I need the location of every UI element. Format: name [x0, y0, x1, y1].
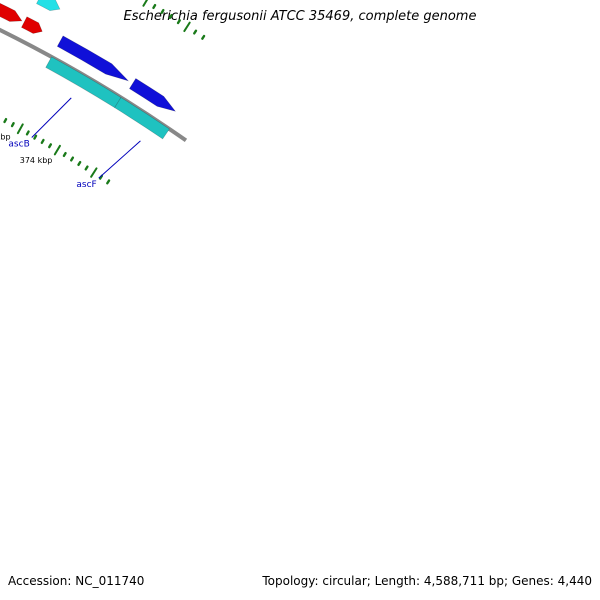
inner-tick — [70, 156, 75, 162]
inner-tick — [53, 144, 61, 156]
cds-feature[interactable] — [129, 78, 177, 112]
leader-line — [31, 97, 72, 138]
outer-tick — [201, 34, 206, 40]
inner-tick — [33, 134, 38, 140]
inner-tick — [48, 143, 53, 149]
feature-segment[interactable] — [114, 97, 170, 140]
inner-tick — [16, 123, 24, 135]
inner-tick — [40, 138, 45, 145]
inner-tick — [98, 174, 104, 180]
inner-tick — [62, 151, 67, 158]
leader-line — [98, 140, 141, 179]
inner-tick — [25, 130, 30, 136]
feature-segment[interactable] — [45, 56, 122, 109]
inner-tick — [77, 160, 82, 167]
feature-segment[interactable] — [36, 0, 61, 11]
genome-summary: Topology: circular; Length: 4,588,711 bp… — [262, 574, 592, 588]
gene-label[interactable]: ascB — [8, 139, 29, 149]
feature-track — [0, 0, 177, 140]
cds-feature[interactable] — [21, 16, 43, 34]
outer-tick — [193, 29, 198, 35]
outer-tick — [168, 13, 173, 20]
map-title: Escherichia fergusonii ATCC 35469, compl… — [123, 9, 477, 24]
outer-tick — [176, 19, 181, 25]
inner-tick — [90, 167, 98, 178]
inner-tick — [106, 179, 111, 185]
outer-tick — [152, 3, 157, 10]
tick-label: 374 kbp — [20, 156, 53, 165]
inner-tick — [84, 165, 89, 171]
outer-tick — [142, 0, 149, 7]
cds-feature[interactable] — [0, 2, 23, 22]
inner-tick — [10, 122, 15, 128]
cds-feature[interactable] — [56, 35, 130, 82]
accession-text: Accession: NC_011740 — [8, 574, 145, 588]
tick-labels: 364 kbp365 kbp366 kbp367 kbp368 kbp369 k… — [0, 133, 53, 165]
outer-tick — [183, 21, 191, 33]
tick-label: 373 kbp — [0, 133, 11, 142]
outer-tick — [160, 8, 165, 15]
gene-label[interactable]: ascF — [76, 180, 96, 190]
outer-tick-track — [142, 0, 206, 40]
gene-labels: hycAhycBhycChycDhycEhycFhycGhycHhycIascB… — [8, 97, 141, 190]
inner-tick — [3, 117, 8, 124]
inner-tick-track — [3, 117, 111, 185]
